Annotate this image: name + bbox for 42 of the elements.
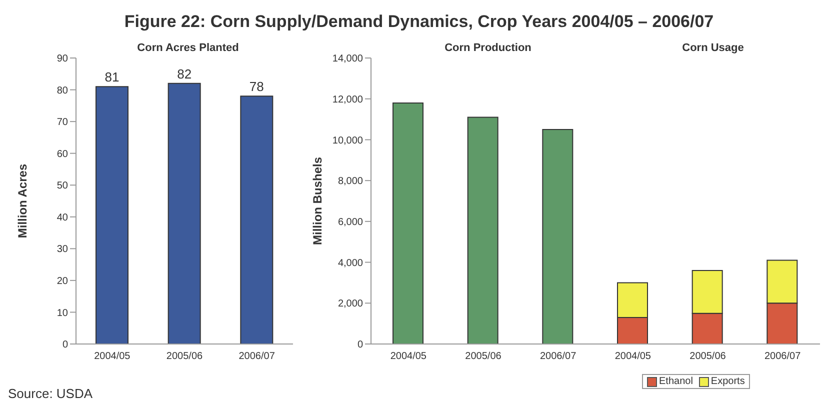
legend-label: Ethanol — [658, 376, 693, 387]
x-tick-label: 2005/06 — [166, 351, 204, 362]
y-tick-label: 0 — [62, 340, 68, 351]
x-tick-label: 2006/07 — [238, 351, 276, 362]
text: Corn Usage — [681, 42, 745, 54]
text: Corn Production — [444, 42, 532, 54]
y-tick-label: 30 — [56, 244, 68, 256]
y-tick-label: 0 — [357, 340, 364, 351]
y-tick-label: 8,000 — [338, 176, 364, 188]
y-tick-label: 2,000 — [338, 298, 364, 310]
x-tick-label: 2005/06 — [690, 351, 726, 362]
bar — [392, 102, 424, 344]
y-tick-label: 12,000 — [332, 94, 364, 106]
y-tick-label: 4,000 — [338, 258, 364, 269]
data-label: 81 — [104, 70, 120, 85]
x-tick-label: 2004/05 — [390, 351, 427, 362]
bar — [467, 116, 498, 344]
y-axis-title: Million Bushels — [310, 156, 324, 246]
text: Corn Acres Planted — [136, 42, 240, 54]
x-tick-label: 2004/05 — [94, 351, 131, 362]
bar — [542, 129, 574, 344]
x-tick-label: 2006/07 — [764, 351, 802, 362]
x-tick-label: 2005/06 — [465, 351, 502, 362]
data-label: 78 — [249, 79, 264, 94]
y-tick-label: 14,000 — [332, 54, 364, 65]
y-tick-label: 6,000 — [338, 216, 364, 228]
y-axis-title: Million Acres — [15, 164, 30, 238]
legend-label: Exports — [710, 376, 745, 387]
y-tick-label: 10 — [56, 308, 68, 319]
y-tick-label: 90 — [56, 54, 68, 65]
y-tick-label: 70 — [56, 117, 68, 128]
y-tick-label: 20 — [56, 276, 68, 287]
x-tick-label: 2004/05 — [614, 351, 652, 362]
y-tick-label: 10,000 — [332, 135, 364, 146]
x-tick-label: 2006/07 — [540, 351, 577, 362]
y-tick-label: 50 — [56, 180, 68, 192]
text: Figure 22: Corn Supply/Demand Dynamics, Crop Years 2004/05 – 2006/07 — [123, 12, 715, 32]
y-tick-label: 80 — [56, 85, 68, 96]
source-note: Source: USDA — [8, 386, 93, 401]
y-tick-label: 40 — [56, 212, 68, 224]
data-label: 82 — [177, 66, 192, 82]
y-tick-label: 60 — [56, 148, 68, 160]
